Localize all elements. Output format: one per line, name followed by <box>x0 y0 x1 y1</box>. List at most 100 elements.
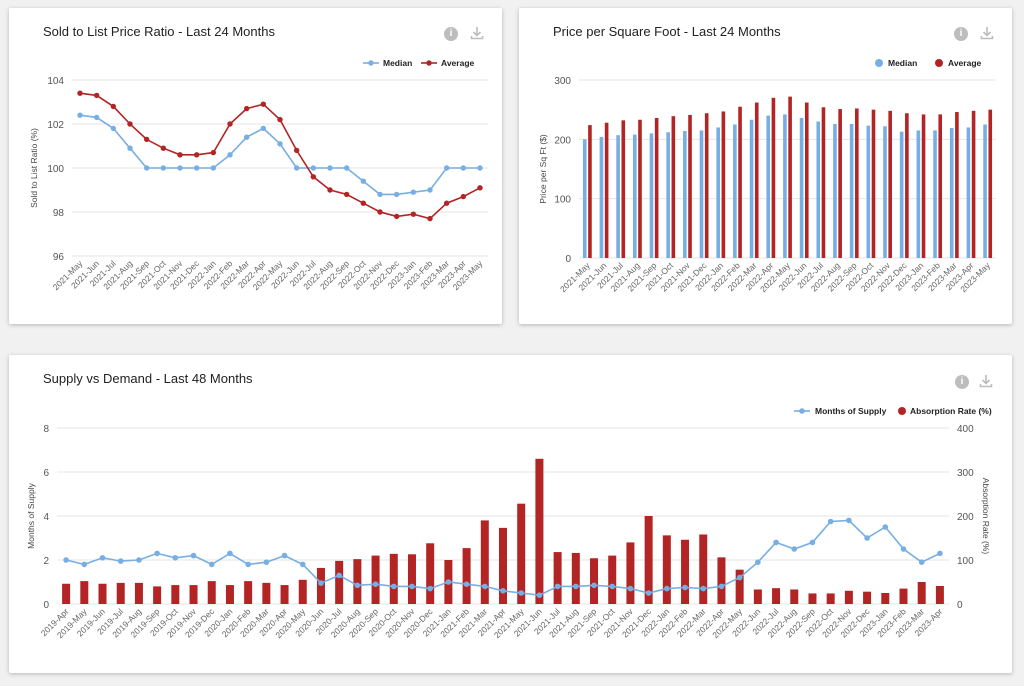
y-tick-label: 0 <box>43 600 49 611</box>
bar-average <box>771 97 776 258</box>
bar-average <box>888 110 892 258</box>
ratio-chart-title: Sold to List Price Ratio - Last 24 Month… <box>43 24 275 39</box>
bar-absorption-rate <box>753 589 762 604</box>
bar-absorption-rate <box>517 503 526 604</box>
data-point <box>846 517 852 524</box>
bar-absorption-rate <box>262 582 271 604</box>
data-point <box>409 583 415 590</box>
bar-median <box>649 133 654 258</box>
y-tick-label: 4 <box>43 512 49 523</box>
data-point <box>700 585 707 592</box>
download-icon[interactable] <box>470 26 484 40</box>
bar-average <box>871 109 876 259</box>
supply-chart: 0 2 4 6 8 0 100 200 300 400 Months of Supply Absorp… <box>26 406 992 640</box>
data-point <box>343 191 350 198</box>
y2-tick-label: 300 <box>957 468 974 479</box>
y-tick-label: 8 <box>43 424 49 435</box>
data-point <box>393 213 400 220</box>
legend-marker <box>368 60 374 66</box>
bar-average <box>604 122 609 258</box>
bar-median <box>616 135 620 258</box>
data-point <box>460 193 467 200</box>
data-point <box>299 561 306 568</box>
data-point <box>210 165 217 171</box>
y-tick-label: 300 <box>554 76 571 87</box>
data-point <box>154 550 160 557</box>
data-point <box>377 209 383 215</box>
bar-absorption-rate <box>553 552 562 604</box>
bar-absorption-rate <box>335 560 344 604</box>
data-point <box>172 555 179 561</box>
bar-median <box>816 121 821 259</box>
bar-absorption-rate <box>735 569 744 604</box>
data-point <box>443 200 450 206</box>
series-line-average <box>79 92 481 220</box>
bar-average <box>855 108 859 258</box>
bar-absorption-rate <box>790 589 799 604</box>
bar-absorption-rate <box>535 458 544 604</box>
data-point <box>427 215 433 222</box>
y2-tick-label: 100 <box>957 556 974 567</box>
data-point <box>127 121 133 127</box>
data-point <box>93 114 100 121</box>
data-point <box>360 178 367 184</box>
data-point <box>260 101 267 107</box>
y-tick-label: 102 <box>47 120 64 131</box>
bar-average <box>721 111 726 259</box>
data-point <box>377 191 383 198</box>
bar-average <box>821 107 826 258</box>
data-point <box>77 112 83 118</box>
data-point <box>393 191 400 198</box>
data-point <box>63 557 69 563</box>
data-point <box>390 583 397 590</box>
bar-absorption-rate <box>316 567 325 604</box>
data-point <box>773 539 779 546</box>
bar-absorption-rate <box>699 534 708 604</box>
bar-average <box>838 109 842 258</box>
data-point <box>827 518 834 525</box>
data-point <box>664 585 670 592</box>
bar-absorption-rate <box>80 581 89 604</box>
bar-average <box>588 125 592 259</box>
data-point <box>263 559 270 565</box>
download-icon[interactable] <box>980 26 994 40</box>
data-point <box>755 559 761 565</box>
info-icon[interactable]: i <box>444 27 458 41</box>
bar-average <box>905 113 909 258</box>
data-point <box>160 145 167 151</box>
y-tick-label: 100 <box>47 164 64 175</box>
data-point <box>360 200 367 206</box>
y-tick-label: 104 <box>47 76 64 87</box>
bar-median <box>949 128 954 258</box>
data-point <box>937 550 943 557</box>
info-icon[interactable]: i <box>955 375 969 389</box>
y-tick-label: 2 <box>43 556 49 567</box>
bar-median <box>582 139 587 258</box>
data-point <box>281 552 288 559</box>
data-point <box>245 561 251 568</box>
bar-absorption-rate <box>134 582 143 604</box>
data-point <box>500 588 506 594</box>
bar-average <box>654 117 659 259</box>
data-point <box>573 583 579 590</box>
legend-marker <box>935 59 943 67</box>
bar-median <box>883 126 887 258</box>
bar-median <box>733 124 737 258</box>
bar-median <box>849 123 854 258</box>
data-point <box>117 558 124 564</box>
legend-label: Months of Supply <box>815 406 887 416</box>
data-point <box>193 152 200 158</box>
download-icon[interactable] <box>979 374 993 388</box>
bar-median <box>783 114 787 258</box>
data-point <box>372 581 379 587</box>
bar-average <box>804 102 809 259</box>
bar-average <box>621 120 626 258</box>
bar-absorption-rate <box>772 588 781 604</box>
data-point <box>160 165 167 171</box>
ppsf-card: Price per Square Foot - Last 24 Months i… <box>519 8 1012 324</box>
bar-absorption-rate <box>280 585 289 604</box>
bar-absorption-rate <box>480 520 489 604</box>
info-icon[interactable]: i <box>954 27 968 41</box>
bar-absorption-rate <box>225 585 234 604</box>
